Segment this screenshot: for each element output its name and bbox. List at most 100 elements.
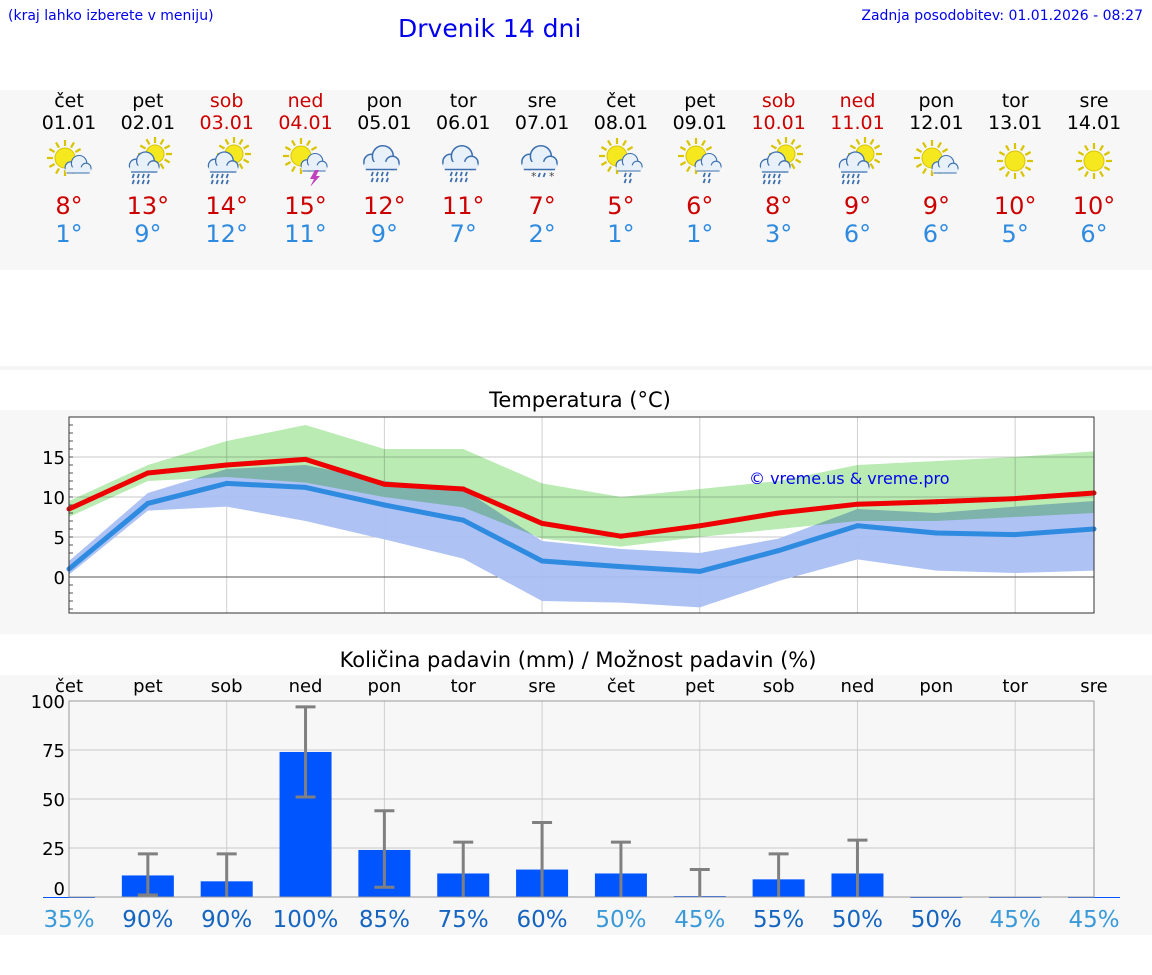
min-temperature-point	[933, 530, 939, 536]
rain-drop	[851, 179, 855, 185]
cloud-base	[932, 167, 959, 173]
plot-frame	[68, 700, 1095, 898]
sun-ray	[284, 146, 291, 151]
day-column[interactable]: pon 05.01 12° 9°	[344, 90, 424, 248]
y-tick-label: 75	[42, 741, 65, 762]
day-column[interactable]: sob 03.01 14° 12°	[187, 90, 267, 248]
sun-ray	[855, 138, 860, 146]
day-name: sob	[761, 90, 796, 112]
day-column[interactable]: sob 10.01 8° 3°	[739, 90, 819, 248]
min-temperature: 7°	[449, 220, 477, 248]
precipitation-probability-label: 55%	[753, 907, 804, 933]
rain-drop	[846, 179, 850, 185]
cloud-base	[129, 165, 159, 172]
category-label: tor	[450, 676, 476, 697]
rain-drop	[215, 179, 219, 185]
day-column[interactable]: tor 13.01 10° 5°	[975, 90, 1055, 248]
y-tick-label: 0	[54, 568, 65, 589]
precipitation-error-bar	[689, 868, 710, 897]
rain-drop	[220, 173, 224, 179]
day-column[interactable]: ned 04.01 15° 11°	[266, 90, 346, 248]
max-temperature: 8°	[765, 192, 793, 220]
cloud-shape	[442, 144, 480, 171]
lightning-bolt	[309, 170, 320, 186]
sun-ray	[606, 165, 612, 173]
sun-disc	[1004, 150, 1026, 172]
category-label: tor	[1002, 676, 1028, 697]
max-temperature-point	[539, 520, 545, 526]
location-menu-hint[interactable]: (kraj lahko izberete v meniju)	[8, 8, 214, 24]
max-temperature: 12°	[363, 192, 406, 220]
sun-ray	[999, 151, 1006, 156]
day-column[interactable]: pet 02.01 13° 9°	[108, 90, 188, 248]
max-temperature-point	[933, 499, 939, 505]
rain-drop	[386, 171, 390, 177]
precipitation-error-bar	[768, 852, 789, 897]
y-tick-label: 25	[42, 839, 65, 860]
sun-ray	[873, 144, 880, 150]
rain-drop	[136, 173, 140, 179]
max-temperature: 7°	[528, 192, 556, 220]
cloud-rain-icon	[363, 144, 401, 183]
rain-drop	[454, 171, 459, 177]
sun-small-cloud-icon	[914, 140, 959, 176]
day-date: 08.01	[593, 112, 649, 134]
day-column[interactable]: ned 11.01 9° 6°	[818, 90, 898, 248]
category-label: čet	[55, 676, 83, 697]
rain-drop	[381, 177, 385, 183]
sun-ray	[290, 139, 296, 147]
rain-drop	[386, 177, 390, 183]
day-date: 01.01	[41, 112, 97, 134]
max-temperature: 5°	[607, 192, 635, 220]
sun-ray	[790, 162, 796, 170]
day-date: 13.01	[987, 112, 1043, 134]
day-column[interactable]: sre 14.01 10° 6°	[1054, 90, 1134, 248]
rain-drop	[777, 173, 781, 179]
rain-drop	[141, 179, 145, 185]
last-updated-label: Zadnja posodobitev: 01.01.2026 - 08:27	[861, 8, 1143, 24]
day-column[interactable]: čet 01.01 8° 1°	[29, 90, 109, 248]
sun-ray	[305, 139, 311, 147]
sun-ray	[163, 144, 171, 150]
sun-cloud-light-rain-icon	[677, 138, 722, 184]
rain-drop	[762, 173, 766, 179]
sun-ray	[600, 161, 608, 166]
precipitation-error-bar	[847, 838, 868, 897]
rain-drop	[371, 177, 375, 183]
min-temperature: 6°	[1080, 220, 1108, 248]
day-column[interactable]: pon 12.01 9° 6°	[896, 90, 976, 248]
rain-drop	[777, 179, 781, 185]
sun-ray	[238, 162, 244, 170]
sun-cloud-light-rain-icon	[598, 138, 643, 184]
min-temperature: 9°	[370, 220, 399, 248]
cloud-shape	[694, 152, 722, 172]
max-temperature-point	[1012, 496, 1018, 502]
max-temperature: 10°	[993, 192, 1037, 220]
y-tick-label: 10	[42, 488, 65, 509]
sun-cloud-icon	[47, 140, 92, 176]
day-column[interactable]: čet 08.01 5° 1°	[581, 90, 661, 248]
max-temperature-point	[303, 456, 309, 462]
day-column[interactable]: tor 06.01 11° 7°	[423, 90, 503, 248]
day-name: tor	[1001, 90, 1029, 112]
min-temperature: 5°	[1001, 220, 1029, 248]
min-temperature: 11°	[284, 220, 327, 248]
max-temperature: 9°	[843, 192, 872, 220]
day-column[interactable]: sre 07.01 * * 7° 2°	[502, 90, 582, 248]
max-temperature-line	[67, 456, 1095, 539]
sun-ray	[1020, 144, 1026, 152]
cloud-base	[760, 165, 790, 172]
sun-ray	[48, 148, 56, 153]
sun-cloud-rain-icon	[207, 137, 251, 185]
cloud-shape	[615, 152, 643, 172]
max-temperature-point	[381, 481, 387, 487]
max-temperature: 15°	[284, 192, 327, 220]
sun-cloud-light-rain-icon	[677, 138, 722, 184]
sun-icon	[997, 143, 1034, 179]
day-name: pet	[132, 90, 164, 112]
cloud-shape	[128, 151, 160, 173]
rain-drop	[210, 173, 214, 179]
rain-drop	[225, 173, 229, 179]
day-column[interactable]: pet 09.01 6° 1°	[660, 90, 740, 248]
